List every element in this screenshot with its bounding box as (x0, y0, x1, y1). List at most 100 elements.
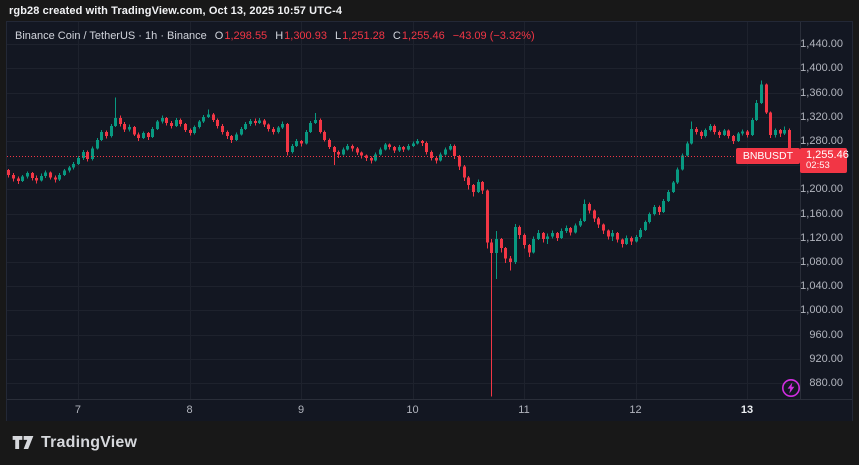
candle (700, 130, 703, 140)
candle (351, 144, 354, 152)
candlestick-series (7, 80, 791, 397)
price-axis[interactable]: 1,440.00 1,400.00 1,360.00 1,320.00 1,280.00… (800, 22, 852, 399)
candle (7, 168, 10, 178)
price-tick-label: 1,360.00 (800, 86, 843, 99)
ohlc-close-label: C (392, 30, 401, 42)
candlestick-chart[interactable] (7, 22, 800, 399)
candle (569, 226, 572, 236)
candle (621, 238, 624, 248)
candle (435, 156, 438, 164)
candle (360, 151, 363, 159)
candle (277, 125, 280, 134)
candle (281, 121, 284, 129)
candle (12, 173, 15, 182)
lightning-button[interactable] (781, 378, 801, 398)
candle (91, 146, 94, 161)
candle (746, 130, 749, 138)
candle (751, 118, 754, 137)
candle (421, 139, 424, 146)
candle (467, 176, 470, 190)
candle (58, 173, 61, 181)
ohlc-high-label: H (275, 30, 284, 42)
price-tick-label: 1,440.00 (800, 38, 843, 51)
candle (193, 125, 196, 135)
candle (337, 150, 340, 158)
ohlc-open-label: O (214, 30, 224, 42)
candle (546, 233, 549, 244)
candle (611, 229, 614, 241)
candle (490, 239, 493, 397)
price-tick-label: 1,320.00 (800, 110, 843, 123)
candle (212, 113, 215, 123)
candle (774, 128, 777, 138)
candle (565, 225, 568, 233)
candle (77, 156, 80, 166)
candle (486, 189, 489, 249)
candle (416, 139, 419, 145)
ohlc-low-label: L (334, 30, 342, 42)
bar-countdown: 02:53 (806, 159, 830, 171)
chart-region: Binance Coin / TetherUS · 1h · Binance O 1… (7, 22, 852, 421)
candle (449, 144, 452, 151)
candle (96, 137, 99, 150)
price-tick-label: 1,120.00 (800, 231, 843, 244)
candle (713, 124, 716, 135)
candle (63, 168, 66, 177)
candle (184, 122, 187, 132)
candle (723, 128, 726, 137)
candle (444, 147, 447, 156)
tradingview-link[interactable]: TradingView (12, 433, 137, 452)
candle (704, 128, 707, 138)
candle (328, 138, 331, 149)
candle (676, 167, 679, 184)
candle (551, 230, 554, 239)
price-tick-label: 1,000.00 (800, 304, 843, 317)
candle (110, 124, 113, 138)
candle (314, 113, 317, 125)
candle (695, 127, 698, 135)
candle (783, 126, 786, 135)
candle (528, 243, 531, 258)
candle (198, 119, 201, 129)
time-axis[interactable]: 7 8 9 10 11 12 13 (7, 399, 852, 421)
candle (718, 130, 721, 138)
candle (221, 124, 224, 135)
candle (658, 205, 661, 215)
candle (472, 183, 475, 197)
candle (105, 130, 108, 139)
price-tick-label: 1,280.00 (800, 135, 843, 147)
candle (137, 132, 140, 141)
candle (226, 130, 229, 140)
chart-legend: Binance Coin / TetherUS · 1h · Binance O 1… (15, 30, 535, 42)
candle (17, 176, 20, 184)
candle (593, 209, 596, 223)
price-tick-label: 1,040.00 (800, 280, 843, 293)
attribution-bar: rgb28 created with TradingView.com, Oct … (0, 0, 859, 22)
candle (370, 156, 373, 164)
candle (709, 124, 712, 132)
candle (481, 180, 484, 195)
candle (430, 150, 433, 161)
candle (630, 236, 633, 246)
candle (574, 223, 577, 234)
ohlc-low-value: 1,251.28 (342, 30, 385, 42)
candle (216, 118, 219, 129)
candle (300, 139, 303, 147)
symbol-title[interactable]: Binance Coin / TetherUS · 1h · Binance (15, 30, 207, 42)
candle (272, 127, 275, 135)
candle (175, 118, 178, 128)
candle (165, 116, 168, 126)
candle (690, 121, 693, 145)
candle (648, 212, 651, 224)
candle (123, 122, 126, 132)
symbol-tag-text: BNBUSDT (742, 149, 793, 162)
time-tick-label: 11 (518, 404, 530, 416)
candle (532, 236, 535, 254)
candle (458, 154, 461, 171)
candle (463, 165, 466, 181)
candle (686, 141, 689, 157)
candle (560, 228, 563, 240)
candle (760, 80, 763, 105)
candle (365, 154, 368, 161)
candle (133, 125, 136, 137)
